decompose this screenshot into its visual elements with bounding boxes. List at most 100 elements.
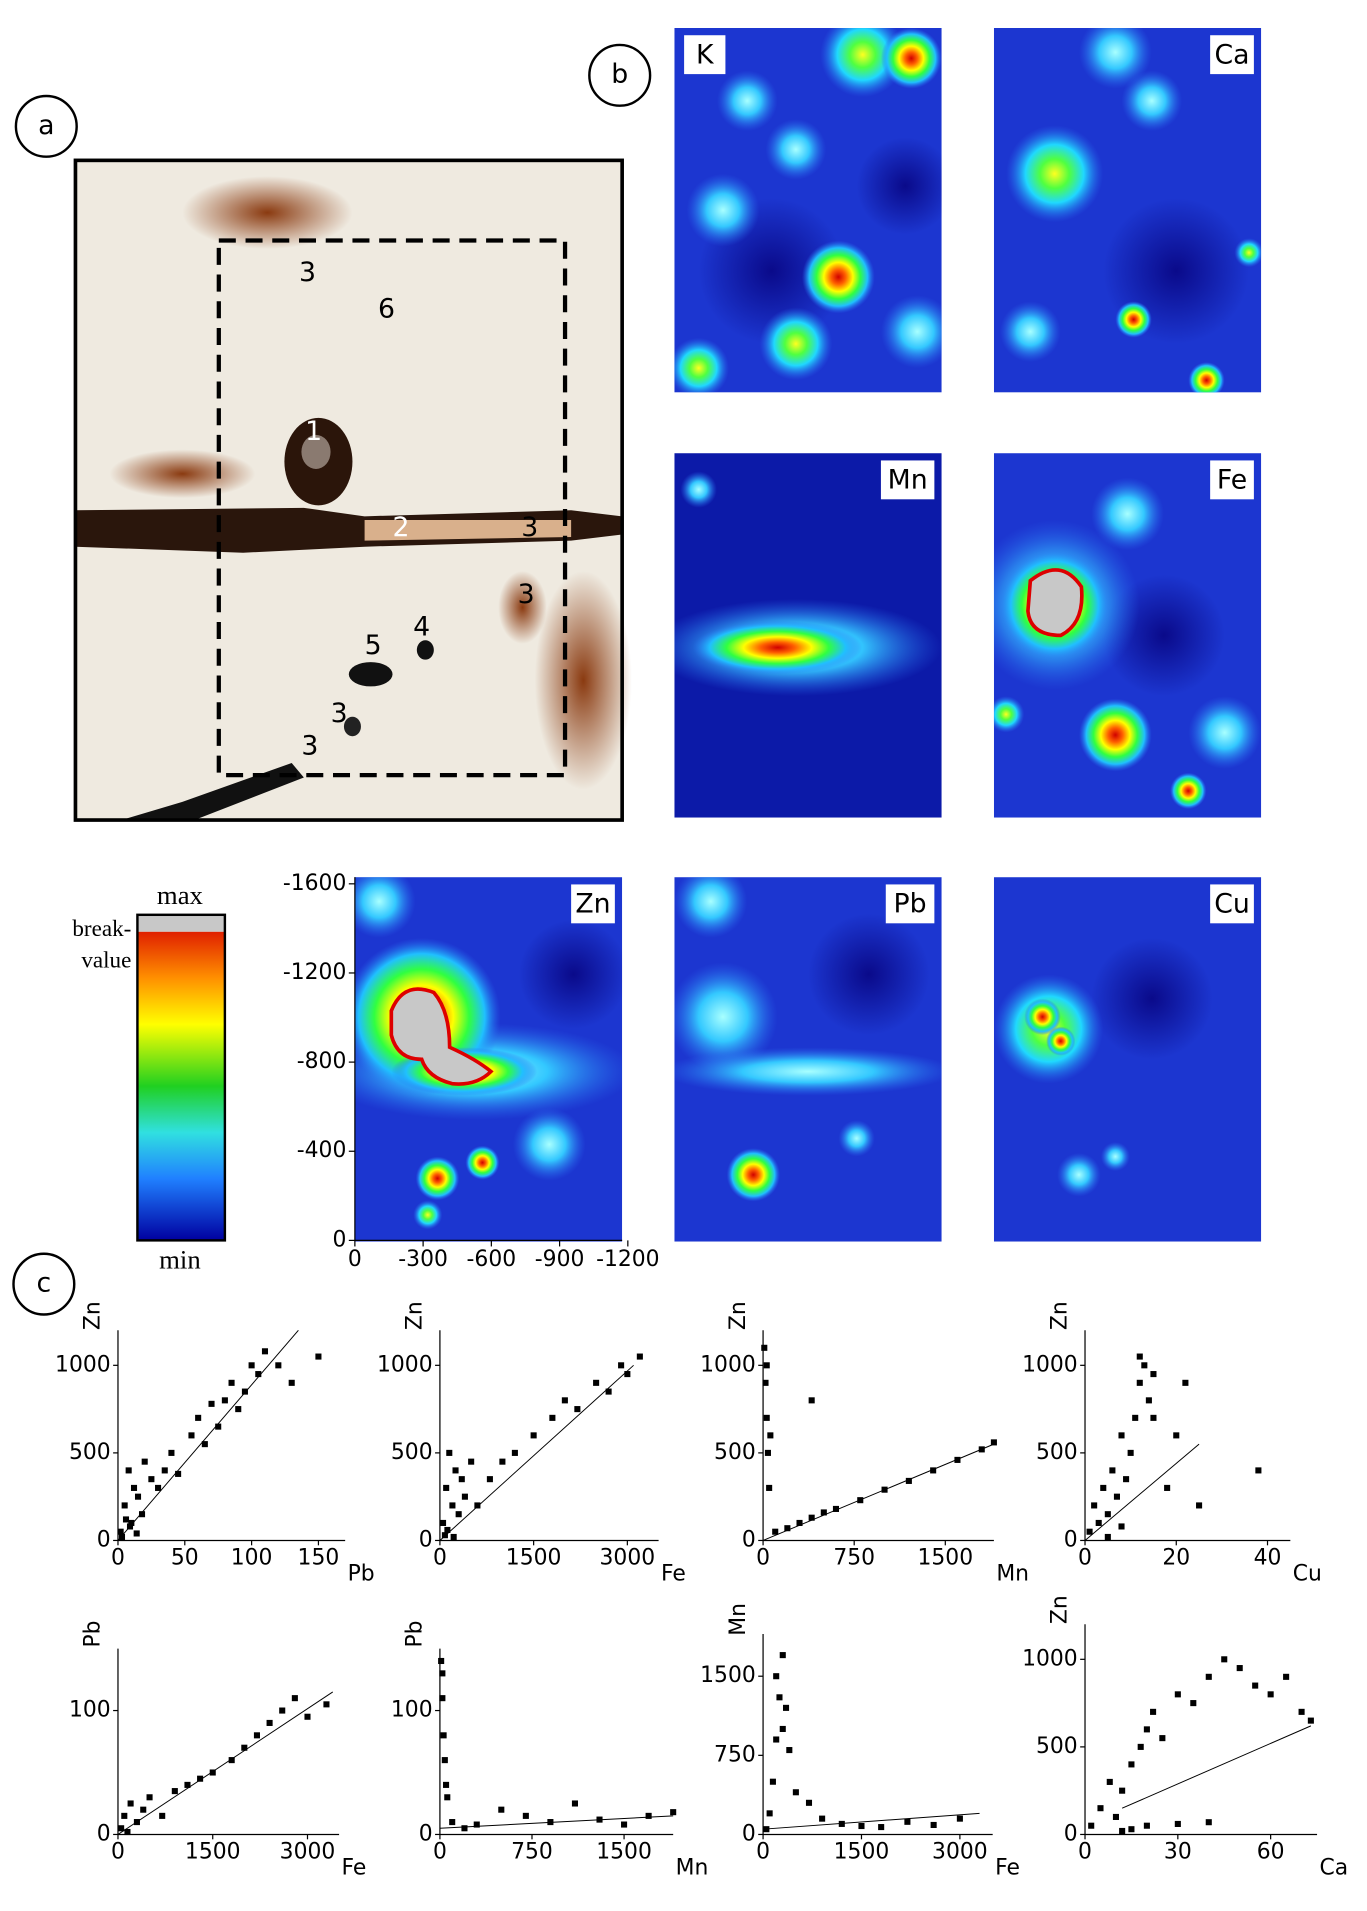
point <box>121 1502 128 1509</box>
x-tick-label: 0 <box>111 1840 125 1865</box>
point <box>772 1528 779 1535</box>
y-tick-label: -400 <box>297 1138 347 1163</box>
point <box>779 1652 786 1659</box>
point <box>1143 1726 1150 1733</box>
point <box>1137 1743 1144 1750</box>
point <box>128 1519 135 1526</box>
point <box>439 1670 446 1677</box>
colorbar: max break- value min <box>72 880 227 1274</box>
map-label: Ca <box>1215 39 1250 70</box>
point <box>549 1414 556 1421</box>
point <box>761 1344 768 1351</box>
point <box>618 1362 625 1369</box>
point <box>1150 1371 1157 1378</box>
point <box>1100 1484 1107 1491</box>
x-tick-label: 3000 <box>600 1546 656 1571</box>
point <box>125 1467 132 1474</box>
x-tick-label: -1200 <box>596 1247 660 1272</box>
x-tick-label: 30 <box>1164 1840 1192 1865</box>
map-label: Mn <box>888 465 928 496</box>
point <box>808 1514 815 1521</box>
point <box>820 1509 827 1516</box>
point <box>438 1657 445 1665</box>
photo-label: 3 <box>521 512 538 543</box>
x-tick-label: 0 <box>1078 1546 1092 1571</box>
point <box>134 1493 142 1500</box>
point <box>1106 1778 1113 1785</box>
y-axis-label: Zn <box>1048 1301 1073 1330</box>
point <box>773 1673 780 1680</box>
fit-line <box>762 1443 995 1541</box>
x-tick-label: 1500 <box>596 1840 652 1865</box>
point <box>670 1809 677 1816</box>
x-axis-label: Fe <box>661 1561 686 1586</box>
point <box>315 1353 322 1360</box>
point <box>1236 1665 1243 1672</box>
point <box>1132 1414 1139 1421</box>
point <box>1118 1523 1125 1530</box>
point <box>1104 1533 1111 1540</box>
y-tick-label: -1600 <box>283 871 347 896</box>
point <box>261 1348 269 1355</box>
x-tick-label: 0 <box>1078 1840 1092 1865</box>
point <box>127 1800 134 1807</box>
point <box>235 1406 242 1413</box>
point <box>522 1812 529 1819</box>
y-tick-label: 0 <box>1064 1527 1078 1552</box>
x-axis-label: Cu <box>1293 1561 1322 1586</box>
point <box>209 1769 216 1776</box>
point <box>1097 1805 1104 1812</box>
point <box>1164 1484 1171 1491</box>
x-tick-label: 3000 <box>932 1840 988 1865</box>
point <box>1123 1476 1130 1483</box>
point <box>241 1744 248 1751</box>
y-tick-label: 500 <box>1036 1734 1078 1759</box>
point <box>130 1484 138 1491</box>
x-tick-label: 20 <box>1162 1546 1190 1571</box>
point <box>593 1379 600 1386</box>
point <box>461 1493 468 1500</box>
point <box>1088 1822 1095 1829</box>
point <box>455 1511 462 1518</box>
photo-label: 1 <box>305 416 322 447</box>
y-tick-label: 500 <box>391 1440 433 1465</box>
x-tick-label: 3000 <box>280 1840 336 1865</box>
point <box>255 1371 262 1378</box>
point <box>954 1456 961 1463</box>
point <box>784 1525 791 1532</box>
map-fe: Fe <box>993 453 1262 818</box>
point <box>446 1449 453 1456</box>
point <box>168 1449 175 1456</box>
point <box>440 1519 447 1526</box>
point <box>645 1812 652 1819</box>
point <box>571 1800 578 1807</box>
point <box>241 1388 248 1395</box>
point <box>1104 1511 1111 1518</box>
x-tick-label: 60 <box>1257 1840 1285 1865</box>
point <box>458 1476 465 1483</box>
y-axis-label: Zn <box>403 1301 428 1330</box>
point <box>161 1467 168 1474</box>
x-tick-label: 0 <box>433 1546 447 1571</box>
map-zn: Zn <box>354 877 623 1242</box>
point <box>215 1423 222 1430</box>
point <box>443 1484 450 1491</box>
x-tick-label: 0 <box>111 1546 125 1571</box>
photo-label: 2 <box>393 512 410 543</box>
y-tick-label: 100 <box>391 1698 433 1723</box>
y-axis-label: Mn <box>726 1603 751 1636</box>
point <box>1150 1414 1157 1421</box>
y-tick-label: 1000 <box>700 1352 756 1377</box>
x-axis-label: Mn <box>676 1855 709 1880</box>
y-tick-label: 0 <box>97 1527 111 1552</box>
x-tick-label: 150 <box>298 1546 340 1571</box>
panel-label: a <box>14 94 78 158</box>
point <box>159 1812 166 1819</box>
point <box>1143 1822 1150 1829</box>
point <box>1174 1691 1181 1698</box>
point <box>1119 1827 1126 1834</box>
point <box>279 1707 286 1714</box>
point <box>776 1694 783 1701</box>
point <box>530 1432 537 1439</box>
